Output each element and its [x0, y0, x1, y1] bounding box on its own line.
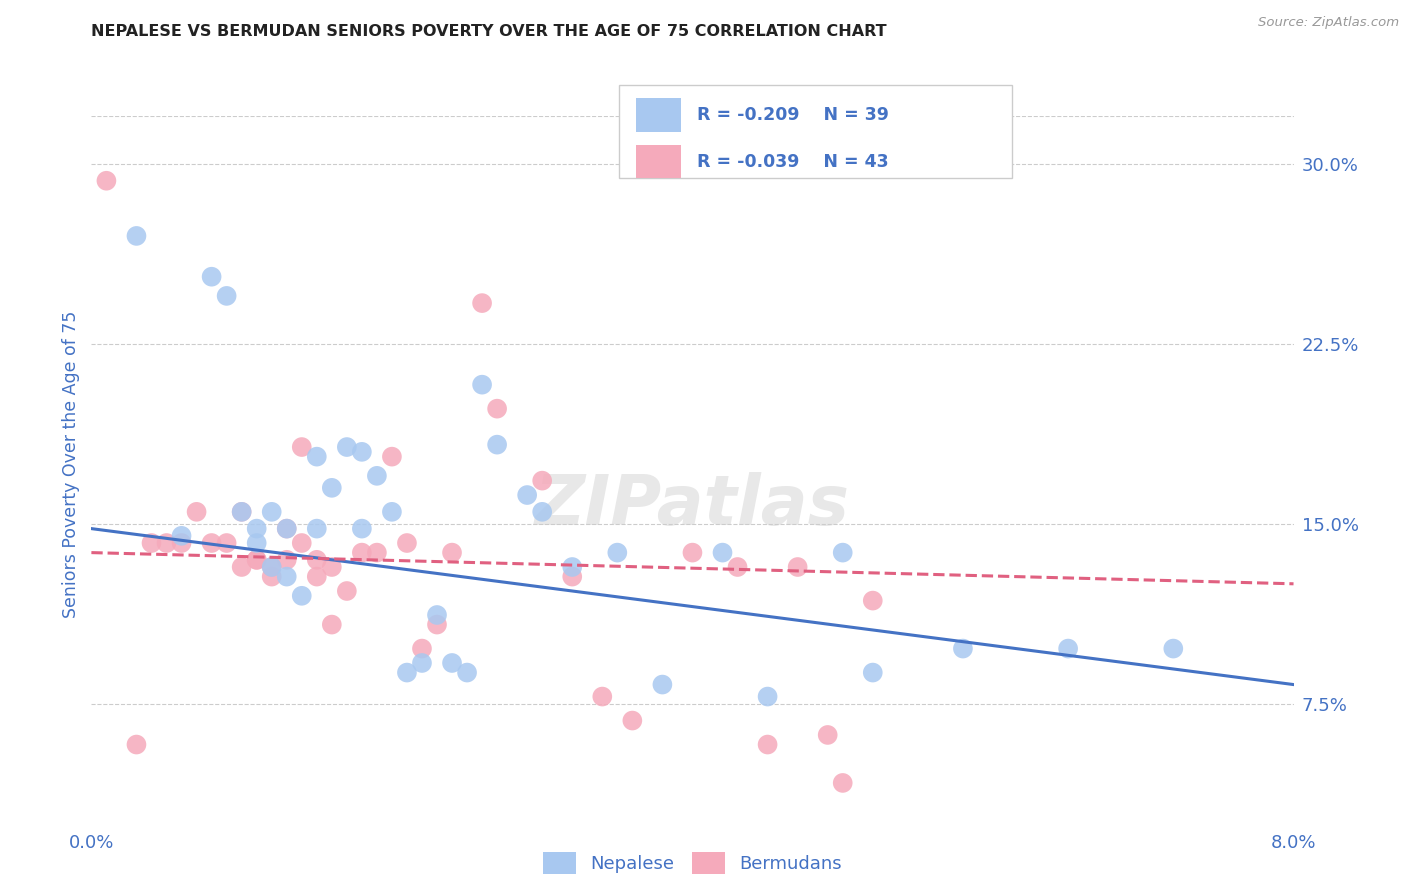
Point — [305, 553, 328, 567]
Point — [561, 569, 583, 583]
Point — [862, 593, 884, 607]
Point — [831, 546, 853, 560]
Point — [471, 377, 494, 392]
Point — [411, 656, 433, 670]
Point — [246, 522, 269, 536]
Point — [276, 553, 298, 567]
Point — [395, 665, 418, 680]
Point — [276, 522, 298, 536]
Point — [125, 738, 148, 752]
Point — [831, 776, 853, 790]
Point — [215, 289, 238, 303]
Point — [1161, 641, 1184, 656]
Point — [756, 738, 779, 752]
Point — [246, 536, 269, 550]
Point — [711, 546, 734, 560]
Point — [862, 665, 884, 680]
Point — [231, 560, 253, 574]
Point — [276, 569, 298, 583]
Point — [440, 656, 463, 670]
Point — [305, 569, 328, 583]
Point — [817, 728, 839, 742]
Point — [381, 505, 404, 519]
Point — [531, 505, 554, 519]
Point — [321, 481, 343, 495]
Point — [260, 505, 283, 519]
Point — [440, 546, 463, 560]
Point — [305, 522, 328, 536]
Point — [606, 546, 628, 560]
Point — [246, 553, 269, 567]
Point — [170, 536, 193, 550]
Point — [531, 474, 554, 488]
Text: 0.0%: 0.0% — [69, 834, 114, 852]
Point — [456, 665, 478, 680]
Point — [350, 546, 373, 560]
Point — [952, 641, 974, 656]
Point — [681, 546, 703, 560]
Point — [321, 560, 343, 574]
Point — [305, 450, 328, 464]
Point — [141, 536, 163, 550]
Point — [727, 560, 749, 574]
Point — [231, 505, 253, 519]
Text: R = -0.039    N = 43: R = -0.039 N = 43 — [697, 153, 889, 170]
Y-axis label: Seniors Poverty Over the Age of 75: Seniors Poverty Over the Age of 75 — [62, 310, 80, 617]
Point — [786, 560, 808, 574]
Point — [486, 401, 509, 416]
Point — [621, 714, 644, 728]
Text: Source: ZipAtlas.com: Source: ZipAtlas.com — [1258, 16, 1399, 29]
Point — [321, 617, 343, 632]
Point — [276, 522, 298, 536]
Point — [426, 617, 449, 632]
Point — [336, 440, 359, 454]
Point — [96, 174, 118, 188]
Point — [260, 560, 283, 574]
Point — [201, 536, 224, 550]
Point — [411, 641, 433, 656]
Point — [170, 529, 193, 543]
Point — [426, 607, 449, 622]
Point — [395, 536, 418, 550]
Text: NEPALESE VS BERMUDAN SENIORS POVERTY OVER THE AGE OF 75 CORRELATION CHART: NEPALESE VS BERMUDAN SENIORS POVERTY OVE… — [91, 24, 887, 38]
Text: R = -0.209    N = 39: R = -0.209 N = 39 — [697, 106, 889, 124]
Legend: Nepalese, Bermudans: Nepalese, Bermudans — [534, 843, 851, 883]
Point — [1057, 641, 1080, 656]
Point — [381, 450, 404, 464]
Point — [366, 468, 388, 483]
Point — [246, 553, 269, 567]
Point — [186, 505, 208, 519]
Point — [561, 560, 583, 574]
Text: 8.0%: 8.0% — [1271, 834, 1316, 852]
Point — [291, 440, 314, 454]
Point — [260, 560, 283, 574]
Point — [336, 584, 359, 599]
Point — [260, 569, 283, 583]
Point — [231, 505, 253, 519]
Point — [155, 536, 177, 550]
Point — [366, 546, 388, 560]
Point — [215, 536, 238, 550]
Point — [291, 589, 314, 603]
Point — [516, 488, 538, 502]
Point — [651, 677, 673, 691]
Point — [486, 437, 509, 451]
Point — [201, 269, 224, 284]
Point — [591, 690, 613, 704]
Text: ZIPatlas: ZIPatlas — [534, 472, 851, 539]
Point — [350, 522, 373, 536]
Point — [125, 228, 148, 243]
Point — [291, 536, 314, 550]
Point — [350, 445, 373, 459]
Point — [471, 296, 494, 310]
Point — [756, 690, 779, 704]
